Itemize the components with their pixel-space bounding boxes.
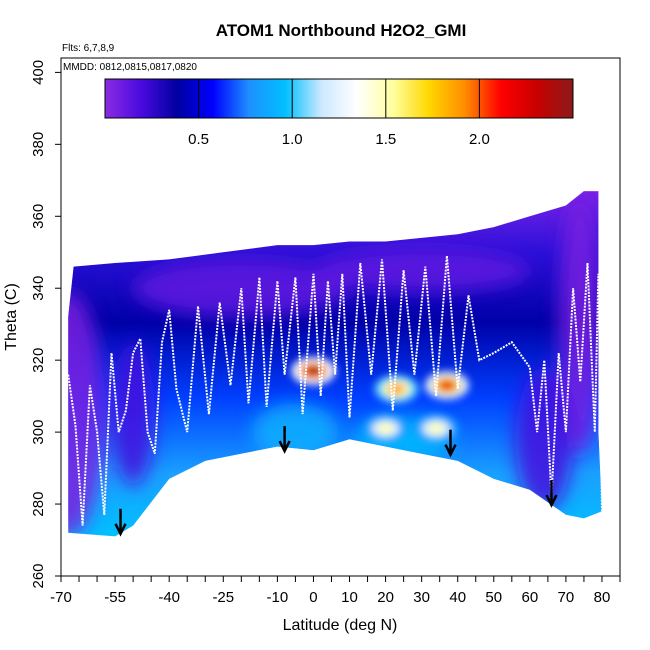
colorbar-tick-label: 1.0 bbox=[282, 131, 303, 148]
x-axis-label: Latitude (deg N) bbox=[283, 617, 398, 634]
y-axis-tick-label: 300 bbox=[30, 420, 47, 445]
colorbar-tick-label: 2.0 bbox=[469, 131, 490, 148]
x-axis-tick-label: -25 bbox=[212, 589, 234, 606]
field-blobs bbox=[68, 194, 602, 537]
field-blob bbox=[313, 248, 530, 292]
hotspot-core bbox=[377, 423, 394, 434]
x-axis-tick-label: 40 bbox=[449, 589, 466, 606]
y-axis-tick-label: 280 bbox=[30, 492, 47, 517]
arrow-head bbox=[444, 444, 457, 458]
arrow-markers bbox=[114, 426, 558, 537]
field-blob bbox=[111, 342, 155, 487]
x-axis-tick-label: 30 bbox=[413, 589, 430, 606]
arrow-head bbox=[278, 440, 291, 454]
field-blob bbox=[252, 403, 339, 461]
y-axis-tick-label: 320 bbox=[30, 348, 47, 373]
x-axis-tick-label: 50 bbox=[485, 589, 502, 606]
y-axis: 260 280 300 320 340 360 380 400 bbox=[30, 60, 61, 589]
x-axis-tick-label: -55 bbox=[104, 589, 126, 606]
x-axis-tick-label: -40 bbox=[158, 589, 180, 606]
x-axis-tick-label: 60 bbox=[521, 589, 538, 606]
hotspot-core bbox=[438, 380, 455, 391]
y-axis-tick-label: 260 bbox=[30, 563, 47, 588]
x-axis: -70 -55 -40 -25 -10 0 10 20 30 40 50 60 70 80 bbox=[50, 576, 621, 606]
colorbar-ticks: 0.5 1.0 1.5 2.0 bbox=[188, 79, 490, 148]
hotspot-core bbox=[305, 365, 322, 376]
field-blob bbox=[68, 291, 105, 537]
flights-annotation: Flts: 6,7,8,9 bbox=[62, 43, 115, 54]
x-axis-tick-label: 70 bbox=[558, 589, 575, 606]
heatmap-field bbox=[68, 191, 602, 537]
y-axis-tick-label: 380 bbox=[30, 132, 47, 157]
y-axis-tick-label: 340 bbox=[30, 276, 47, 301]
arrow-head bbox=[114, 523, 127, 537]
field-blob bbox=[515, 367, 574, 512]
y-axis-label: Theta (C) bbox=[3, 283, 20, 351]
hotspot-core bbox=[388, 383, 405, 394]
colorbar-tick-label: 0.5 bbox=[188, 131, 209, 148]
hotspot-core bbox=[428, 423, 445, 434]
field-blob bbox=[558, 194, 602, 454]
y-axis-tick-label: 360 bbox=[30, 204, 47, 229]
flight-track bbox=[67, 255, 603, 526]
field-hotspots bbox=[291, 356, 469, 443]
x-axis-tick-label: 20 bbox=[377, 589, 394, 606]
colorbar bbox=[104, 78, 574, 119]
x-axis-tick-label: -70 bbox=[50, 589, 72, 606]
x-axis-tick-label: 0 bbox=[309, 589, 317, 606]
plot-frame bbox=[60, 57, 621, 577]
x-axis-tick-label: 80 bbox=[594, 589, 611, 606]
dates-annotation: MMDD: 0812,0815,0817,0820 bbox=[63, 62, 197, 73]
y-axis-tick-label: 400 bbox=[30, 60, 47, 85]
x-axis-tick-label: -10 bbox=[267, 589, 289, 606]
arrow-head bbox=[545, 494, 558, 508]
x-axis-tick-label: 10 bbox=[341, 589, 358, 606]
chart-title: ATOM1 Northbound H2O2_GMI bbox=[216, 21, 467, 40]
colorbar-tick-label: 1.5 bbox=[375, 131, 396, 148]
